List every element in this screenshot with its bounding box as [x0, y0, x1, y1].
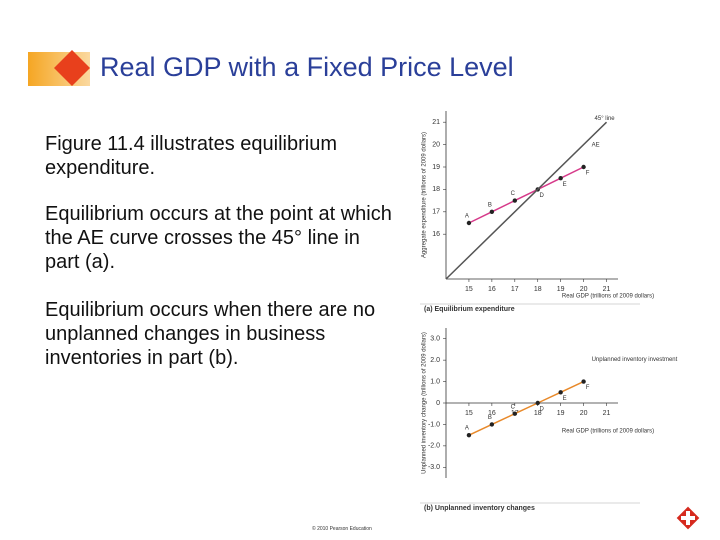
y-tick-label: 1.0 [430, 378, 440, 385]
y-tick-label: 2.0 [430, 357, 440, 364]
x-tick-label: 21 [603, 410, 611, 417]
point [512, 411, 517, 416]
point-label: C [511, 404, 516, 410]
y-tick-label: 21 [432, 119, 440, 126]
x-tick-label: 17 [511, 286, 519, 293]
series-label: Unplanned inventory investment [592, 357, 678, 363]
y-tick-label: 3.0 [430, 336, 440, 343]
caption: (a) Equilibrium expenditure [424, 306, 515, 313]
point [535, 400, 540, 406]
point [466, 220, 472, 226]
logo [676, 506, 700, 530]
series-label: AE [592, 143, 600, 149]
x-tick-label: 15 [465, 410, 473, 417]
x-tick-label: 16 [488, 286, 496, 293]
series-line [468, 166, 584, 224]
y-tick-label: 17 [432, 209, 440, 216]
point-label: D [540, 193, 545, 199]
point [558, 176, 563, 181]
point-label: A [465, 426, 469, 432]
y-axis-label: Unplanned inventory change (trillions of… [422, 332, 428, 474]
y-axis-label: Aggregate expenditure (trillions of 2009… [422, 132, 428, 258]
y-tick-label: 18 [432, 186, 440, 193]
point-label: C [511, 191, 516, 197]
point [512, 198, 517, 203]
paragraph: Equilibrium occurs at the point at which… [45, 203, 392, 273]
point [581, 164, 586, 170]
point-label: D [540, 407, 545, 413]
x-tick-label: 20 [580, 286, 588, 293]
x-tick-label: 19 [557, 286, 565, 293]
footer: © 2010 Pearson Education [312, 526, 372, 532]
paragraph: Figure 11.4 illustrates equilibrium expe… [45, 133, 337, 179]
y-tick-label: 0 [436, 400, 440, 407]
y-tick-label: 16 [432, 231, 440, 238]
x-axis-label: Real GDP (trillions of 2009 dollars) [562, 429, 654, 435]
y-tick-label: -1.0 [428, 421, 440, 428]
title-diamond [54, 50, 90, 86]
series-label: 45° line [595, 116, 616, 122]
x-tick-label: 16 [488, 410, 496, 417]
point [489, 422, 495, 427]
y-tick-label: 19 [432, 164, 440, 171]
point [558, 390, 563, 395]
caption: (b) Unplanned inventory changes [424, 505, 535, 512]
point-label: A [465, 214, 469, 220]
point-label: B [488, 415, 492, 421]
paragraph: Equilibrium occurs when there are no unp… [45, 299, 376, 369]
point [466, 432, 472, 438]
x-tick-label: 19 [557, 410, 565, 417]
x-tick-label: 20 [580, 410, 588, 417]
series-line [445, 121, 608, 280]
point [581, 379, 586, 384]
x-tick-label: 18 [534, 286, 542, 293]
x-tick-label: 18 [534, 410, 542, 417]
x-tick-label: 21 [603, 286, 611, 293]
x-axis-label: Real GDP (trillions of 2009 dollars) [562, 294, 654, 300]
y-tick-label: -3.0 [428, 464, 440, 471]
x-tick-label: 15 [465, 286, 473, 293]
point-label: E [563, 182, 567, 188]
point-label: B [488, 202, 492, 208]
point-label: F [586, 171, 590, 177]
point [489, 209, 495, 214]
slide-title: Real GDP with a Fixed Price Level [100, 52, 514, 82]
point-label: E [563, 396, 567, 402]
y-tick-label: -2.0 [428, 443, 440, 450]
y-tick-label: 20 [432, 141, 440, 148]
series-line [468, 380, 584, 436]
point-label: F [586, 385, 590, 391]
